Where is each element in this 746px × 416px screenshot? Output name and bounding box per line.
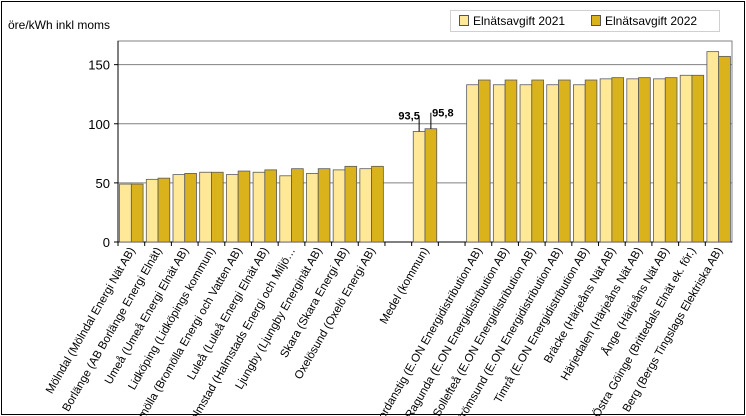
bar-4-s0 xyxy=(225,174,239,243)
bar-15-s1 xyxy=(531,79,544,243)
legend-label-2021: Elnätsavgift 2021 xyxy=(473,14,566,28)
bar-1-s0 xyxy=(145,178,159,243)
bar-20-s1 xyxy=(664,77,678,243)
bar-0-s0 xyxy=(119,183,132,243)
bar-22-s0 xyxy=(706,51,720,243)
bar-18-s0 xyxy=(599,78,613,243)
bar-6-s0 xyxy=(279,175,292,243)
bar-14-s1 xyxy=(504,79,518,243)
legend-swatch-2022 xyxy=(591,15,601,26)
bar-6-s1 xyxy=(291,168,304,243)
bar-17-s1 xyxy=(584,79,598,243)
bar-15-s0 xyxy=(519,84,533,243)
bar-1-s1 xyxy=(157,177,171,243)
y-tick-label-50: 50 xyxy=(96,176,110,191)
bar-8-s0 xyxy=(332,169,346,243)
bar-2-s1 xyxy=(184,173,197,243)
bar-17-s0 xyxy=(573,84,586,243)
y-tick-label-0: 0 xyxy=(103,235,110,250)
bar-9-s1 xyxy=(371,165,384,243)
bar-7-s0 xyxy=(306,173,319,243)
bar-20-s0 xyxy=(653,78,666,243)
bar-3-s0 xyxy=(199,171,212,243)
y-axis-title: öre/kWh inkl moms xyxy=(8,18,111,32)
x-tick-label-11: Medel (kommun) xyxy=(378,245,432,326)
bar-19-s1 xyxy=(638,77,651,243)
legend-label-2022: Elnätsavgift 2022 xyxy=(605,14,698,28)
bar-21-s0 xyxy=(679,74,693,243)
bar-22-s1 xyxy=(718,55,731,243)
legend-item-2021: Elnätsavgift 2021 xyxy=(459,14,565,28)
bar-2-s0 xyxy=(172,174,186,243)
legend-swatch-2021 xyxy=(459,15,469,26)
bar-16-s1 xyxy=(558,79,571,243)
bar-18-s1 xyxy=(611,77,625,243)
bar-13-s0 xyxy=(466,84,479,243)
bar-9-s0 xyxy=(359,168,373,243)
bar-11-s1 xyxy=(424,128,438,243)
legend-item-2022: Elnätsavgift 2022 xyxy=(591,14,697,28)
data-label-0: 93,5 xyxy=(398,110,419,122)
bar-0-s1 xyxy=(130,183,144,243)
bar-16-s0 xyxy=(546,84,559,243)
bar-11-s0 xyxy=(412,131,426,243)
bar-4-s1 xyxy=(237,170,251,243)
bar-13-s1 xyxy=(477,79,491,243)
bar-5-s1 xyxy=(264,169,277,243)
y-tick-label-100: 100 xyxy=(88,117,110,132)
bar-21-s1 xyxy=(691,74,705,243)
bar-7-s1 xyxy=(317,168,331,243)
bar-19-s0 xyxy=(626,78,639,243)
bar-14-s0 xyxy=(492,84,506,243)
bar-5-s0 xyxy=(252,171,266,243)
data-label-1: 95,8 xyxy=(432,108,453,120)
bar-3-s1 xyxy=(211,171,224,243)
legend: Elnätsavgift 2021 Elnätsavgift 2022 xyxy=(450,10,720,32)
y-tick-label-150: 150 xyxy=(88,58,110,73)
bar-8-s1 xyxy=(344,165,358,243)
